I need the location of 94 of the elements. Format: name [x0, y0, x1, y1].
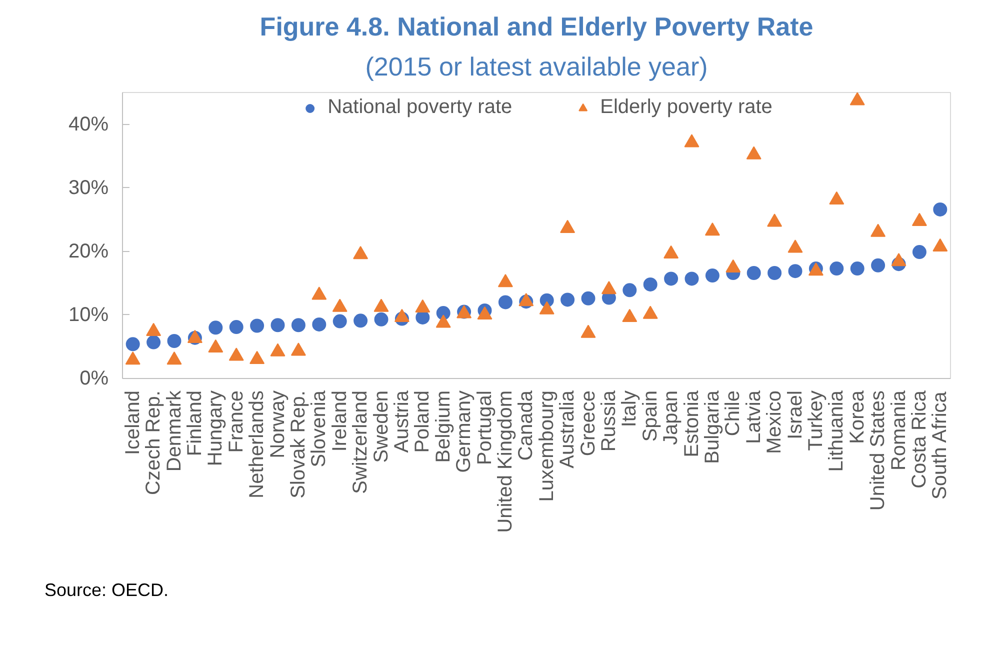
x-tick-label: Finland	[184, 390, 206, 456]
point	[208, 320, 223, 335]
chart-title: Figure 4.8. National and Elderly Poverty Rate	[260, 12, 814, 42]
point	[126, 337, 140, 352]
x-tick-label: Korea	[846, 390, 868, 444]
x-tick-label: Estonia	[680, 390, 703, 458]
point	[767, 214, 782, 227]
legend-label: National poverty rate	[328, 96, 512, 119]
point	[684, 272, 699, 286]
point	[830, 262, 844, 276]
x-tick-label: Czech Rep.	[142, 390, 165, 495]
y-tick-label: 30%	[68, 176, 109, 199]
point	[374, 312, 388, 326]
x-tick-label: Spain	[639, 390, 662, 442]
x-tick-label: Canada	[515, 390, 538, 461]
source-note: Source: OECD.	[44, 580, 169, 600]
x-tick-label: Latvia	[742, 390, 765, 444]
point	[146, 335, 161, 350]
x-tick-label: United Kingdom	[494, 390, 516, 533]
point	[167, 334, 182, 348]
point	[891, 252, 906, 266]
x-tick-label: Turkey	[804, 390, 827, 451]
point	[416, 310, 430, 324]
x-tick-label: Iceland	[122, 390, 144, 455]
y-tick-label: 40%	[68, 113, 109, 136]
point	[746, 266, 761, 280]
point	[560, 220, 576, 234]
point	[312, 317, 326, 332]
point	[768, 266, 782, 280]
point	[726, 259, 741, 272]
point	[354, 314, 368, 328]
x-tick-label: Belgium	[432, 390, 454, 463]
x-tick-label: Netherlands	[246, 390, 268, 498]
x-tick-label: Slovak Rep.	[287, 390, 310, 498]
x-tick-label: Australia	[556, 390, 579, 468]
chart-subtitle: (2015 or latest available year)	[365, 52, 708, 82]
x-tick-label: Russia	[598, 390, 620, 452]
point	[291, 318, 306, 332]
point	[912, 245, 926, 260]
point	[270, 318, 285, 332]
x-tick-label: Chile	[722, 390, 744, 436]
point	[933, 202, 948, 216]
x-tick-label: Poland	[412, 390, 434, 453]
point	[850, 262, 864, 276]
point	[871, 258, 886, 272]
point	[622, 283, 637, 298]
point	[932, 238, 948, 252]
x-tick-label: Italy	[618, 390, 641, 428]
y-tick-label: 10%	[68, 304, 109, 326]
y-tick-label: 20%	[68, 240, 109, 262]
x-tick-label: Portugal	[474, 390, 496, 465]
point	[643, 277, 658, 292]
x-tick-label: Slovenia	[308, 390, 330, 468]
point	[788, 240, 803, 253]
point	[498, 295, 512, 310]
point	[705, 268, 720, 283]
point	[664, 272, 678, 286]
point	[870, 224, 886, 237]
x-tick-label: United States	[867, 390, 890, 511]
x-tick-label: Austria	[390, 390, 413, 453]
point	[581, 291, 596, 306]
point	[250, 318, 264, 333]
x-tick-label: Romania	[888, 390, 910, 471]
x-tick-label: Hungary	[204, 390, 227, 466]
x-tick-label: Israel	[784, 390, 806, 440]
x-tick-label: Mexico	[764, 390, 786, 454]
point	[850, 92, 865, 106]
point	[684, 134, 700, 148]
x-tick-label: Greece	[577, 390, 600, 456]
point	[332, 314, 347, 328]
x-tick-label: South Africa	[929, 390, 952, 500]
x-tick-label: Norway	[266, 390, 289, 458]
x-tick-label: Costa Rica	[908, 390, 930, 488]
x-tick-label: Switzerland	[350, 390, 372, 494]
y-tick-label: 0%	[80, 368, 109, 390]
x-tick-label: France	[225, 390, 248, 453]
legend-label: Elderly poverty rate	[600, 96, 772, 119]
point	[788, 264, 802, 278]
point	[353, 246, 368, 260]
x-tick-label: Sweden	[370, 390, 392, 463]
x-tick-label: Luxembourg	[536, 390, 558, 502]
x-tick-label: Ireland	[328, 390, 351, 452]
x-tick-label: Bulgaria	[701, 390, 724, 464]
point	[746, 146, 762, 160]
x-tick-label: Denmark	[163, 390, 186, 472]
point	[912, 212, 927, 226]
point	[704, 222, 720, 236]
x-tick-label: Lithuania	[826, 390, 848, 472]
point	[664, 245, 679, 258]
x-tick-label: Germany	[453, 390, 476, 473]
point	[229, 320, 244, 334]
point	[560, 292, 575, 307]
x-tick-label: Japan	[660, 390, 682, 445]
point	[829, 191, 844, 204]
